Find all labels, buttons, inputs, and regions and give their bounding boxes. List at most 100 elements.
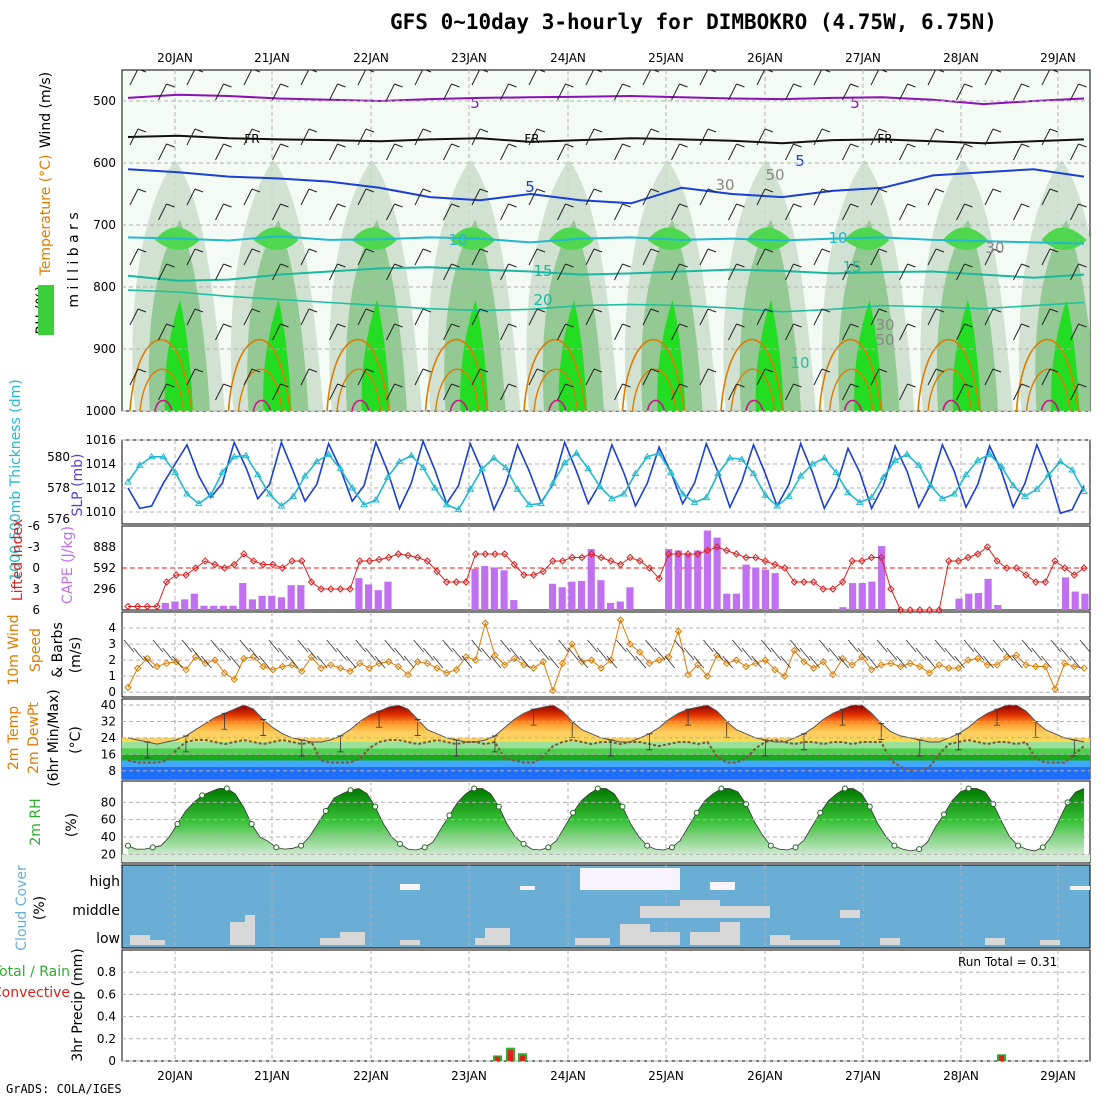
wind-speed-point xyxy=(645,659,654,668)
warm-contour-inner xyxy=(434,368,481,411)
li-point xyxy=(375,555,383,564)
temperature-label: Temperature (°C) xyxy=(38,155,54,277)
thickness-point xyxy=(171,468,180,475)
contour-label: 10 xyxy=(828,229,847,247)
rh-point xyxy=(174,821,181,827)
rh-point xyxy=(570,809,577,816)
wind-barb xyxy=(842,383,851,401)
wind-barb xyxy=(1041,188,1051,206)
wind-barb xyxy=(500,203,509,221)
surface-wind-barb xyxy=(944,647,956,661)
li-point xyxy=(356,557,364,565)
rh-point xyxy=(693,809,700,816)
minmax-bar xyxy=(685,708,692,726)
surface-wind-barb xyxy=(374,655,386,669)
wind-barb xyxy=(671,263,680,281)
li-point xyxy=(974,550,982,558)
wind-speed-point xyxy=(1022,661,1030,669)
minmax-bar xyxy=(955,733,962,751)
cape-tick: 888 xyxy=(93,540,116,554)
li-point xyxy=(288,557,296,565)
surface-wind-barb xyxy=(905,639,917,653)
wind-barb xyxy=(728,143,737,161)
wind-barb-flag xyxy=(166,323,175,328)
slp-line xyxy=(127,438,1085,515)
wind-speed-point xyxy=(191,653,200,661)
surface-wind-barb xyxy=(336,647,347,661)
wind-barb-flag xyxy=(394,143,403,148)
wind-barb-flag xyxy=(280,203,289,208)
thickness-point xyxy=(773,502,782,509)
li-point xyxy=(694,550,702,558)
wind-barb xyxy=(585,70,595,86)
wind-barb-flag xyxy=(251,368,261,373)
thickness-point xyxy=(289,492,298,499)
wind-speed-point xyxy=(800,658,808,666)
li-point xyxy=(713,543,721,551)
wind-barb xyxy=(813,308,823,326)
li-point xyxy=(626,553,634,562)
rh-point xyxy=(866,803,873,810)
wind-barb-flag xyxy=(451,83,460,88)
hot-contour xyxy=(154,399,173,411)
slp-tick: 1010 xyxy=(85,505,116,519)
wind-barb-flag xyxy=(1021,263,1030,268)
rh-point xyxy=(916,846,923,853)
cape-bar xyxy=(229,605,237,610)
wind-barb xyxy=(842,83,851,101)
wind-barb xyxy=(186,128,196,146)
li-point xyxy=(500,550,509,558)
wind-barb-flag xyxy=(365,128,375,133)
cape-bar xyxy=(355,578,363,610)
surface-wind-barb xyxy=(191,647,202,661)
wind-speed-point xyxy=(298,667,306,676)
minmax-bar xyxy=(182,735,189,753)
li-point xyxy=(230,560,238,569)
pressure-tick: 700 xyxy=(93,218,116,232)
hot-contour xyxy=(449,399,469,411)
wind-speed-line xyxy=(127,618,1085,693)
pressure-tick: 900 xyxy=(93,342,116,356)
wind-barb-flag xyxy=(536,128,546,133)
wind-barb-flag xyxy=(451,323,460,328)
top-date-label: 24JAN xyxy=(550,51,586,65)
wind-barb-flag xyxy=(479,248,489,253)
precip-tick: 0.8 xyxy=(97,965,116,979)
wind-speed-point xyxy=(413,658,422,666)
surface-wind-barb xyxy=(567,647,579,661)
wind-barb-flag xyxy=(764,128,774,133)
rh-point xyxy=(396,840,403,847)
cape-bar xyxy=(558,587,566,610)
li-point xyxy=(896,606,905,614)
minmax-bar xyxy=(144,741,151,759)
cape-bar xyxy=(171,601,179,610)
bottom-date-label: 29JAN xyxy=(1040,1069,1076,1083)
wind-barb xyxy=(956,383,965,401)
wind-barb-flag xyxy=(764,188,774,193)
li-point xyxy=(452,578,461,586)
wind-tick: 1 xyxy=(108,669,116,683)
thickness-point xyxy=(914,461,923,468)
wind-barb xyxy=(1013,143,1022,161)
wind-barb xyxy=(728,83,737,101)
surface-wind-barb xyxy=(480,647,492,661)
thickness-point xyxy=(1021,492,1029,499)
rh-mid-patch xyxy=(253,227,299,250)
thickness-point xyxy=(619,490,628,497)
wind-barb-flag xyxy=(595,70,603,73)
wind-speed-point xyxy=(616,616,625,624)
wind-barb-flag xyxy=(992,368,1002,373)
li-point xyxy=(742,553,750,562)
surface-wind-barb xyxy=(693,655,705,669)
cape-bar xyxy=(703,530,711,610)
hot-contour xyxy=(252,399,272,411)
wind-barb xyxy=(927,128,937,146)
wind-barb-flag xyxy=(593,308,603,313)
hot-contour xyxy=(646,399,666,411)
surface-wind-barb xyxy=(461,655,473,669)
wind-barb-flag xyxy=(736,83,745,88)
cloud-block xyxy=(400,884,420,890)
wind-barb xyxy=(186,70,196,86)
wind-barb xyxy=(158,83,167,101)
footer-credit: GrADS: COLA/IGES xyxy=(6,1082,122,1096)
